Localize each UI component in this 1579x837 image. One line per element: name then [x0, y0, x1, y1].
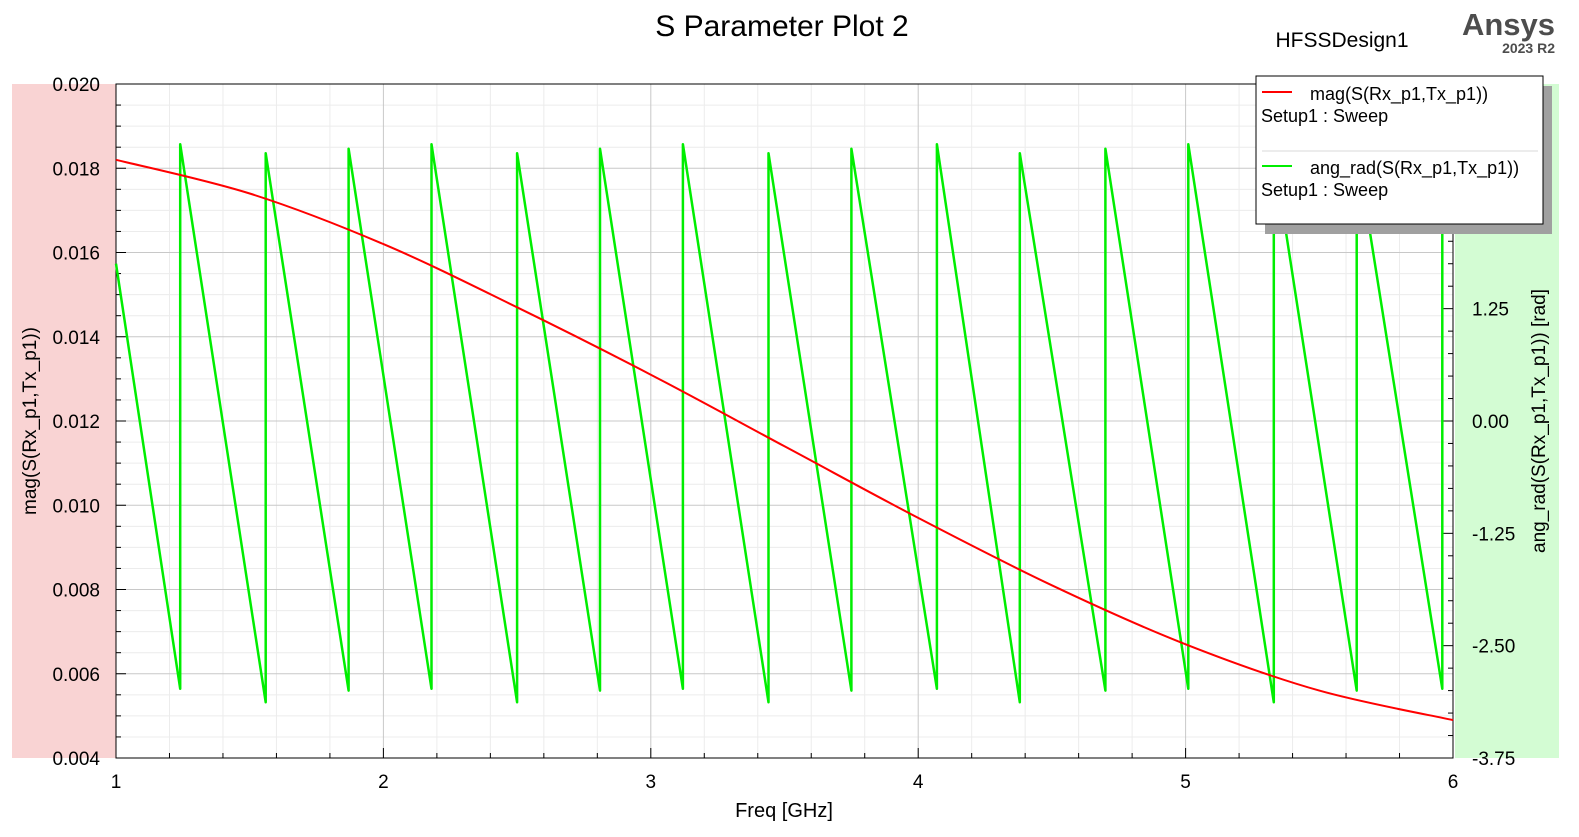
- y-tick-label: 0.006: [52, 665, 100, 686]
- legend-entry-mag: mag(S(Rx_p1,Tx_p1)): [1310, 84, 1488, 105]
- x-tick-label: 3: [646, 772, 657, 793]
- legend-entry-ang: ang_rad(S(Rx_p1,Tx_p1)): [1310, 158, 1519, 179]
- left-axis-band: [12, 84, 116, 758]
- y-tick-label: 0.018: [52, 159, 100, 180]
- axis-ticks: [115, 83, 1454, 759]
- y-tick-label: 0.004: [52, 749, 100, 770]
- y2-tick-label: 1.25: [1472, 300, 1509, 321]
- x-axis-label: Freq [GHz]: [735, 800, 833, 822]
- x-tick-label: 2: [378, 772, 389, 793]
- legend-setup-mag: Setup1 : Sweep: [1261, 106, 1388, 126]
- x-tick-label: 1: [111, 772, 122, 793]
- chart-title: S Parameter Plot 2: [655, 10, 908, 43]
- legend[interactable]: mag(S(Rx_p1,Tx_p1)) Setup1 : Sweep ang_r…: [1255, 75, 1552, 234]
- y-tick-label: 0.010: [52, 496, 100, 517]
- y2-axis-label: ang_rad(S(Rx_p1,Tx_p1)) [rad]: [1529, 289, 1550, 553]
- x-tick-label: 6: [1448, 772, 1459, 793]
- series-layer: [114, 142, 1455, 722]
- y-tick-label: 0.008: [52, 581, 100, 602]
- y2-tick-label: -1.25: [1472, 524, 1515, 545]
- version-label: 2023 R2: [1502, 40, 1555, 56]
- design-name: HFSSDesign1: [1275, 29, 1408, 52]
- y2-tick-label: -3.75: [1472, 749, 1515, 770]
- series-line-mag: [115, 158, 1454, 722]
- x-tick-label: 4: [913, 772, 924, 793]
- y2-tick-label: 0.00: [1472, 412, 1509, 433]
- tick-labels: 1 2 3 4 5 6 0.004 0.006 0.008 0.010 0.012 0.014 0.01…: [52, 75, 1515, 793]
- x-tick-label: 5: [1180, 772, 1191, 793]
- y-tick-label: 0.020: [52, 75, 100, 96]
- brand-logo: Ansys: [1462, 7, 1555, 42]
- y-tick-label: 0.012: [52, 412, 100, 433]
- legend-box: [1255, 75, 1544, 225]
- y2-tick-label: -2.50: [1472, 637, 1515, 658]
- series-line-ang: [114, 142, 1455, 704]
- legend-setup-ang: Setup1 : Sweep: [1261, 180, 1388, 200]
- y-tick-label: 0.014: [52, 328, 100, 349]
- y-axis-label: mag(S(Rx_p1,Tx_p1)): [20, 327, 41, 515]
- y-tick-label: 0.016: [52, 244, 100, 265]
